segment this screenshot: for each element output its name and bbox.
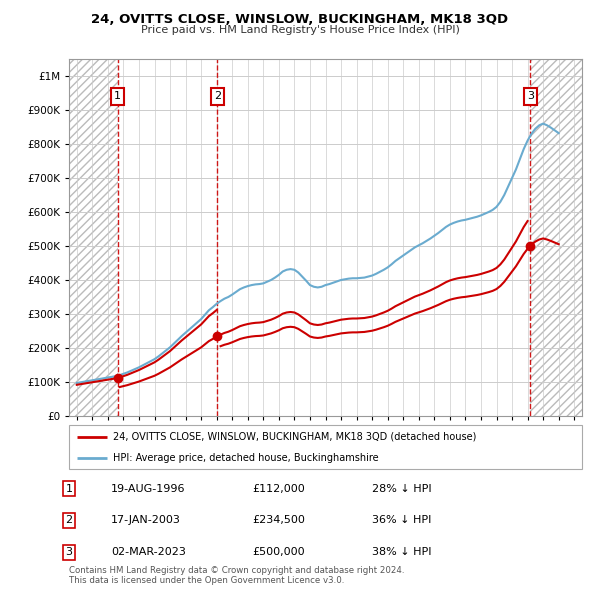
Text: £234,500: £234,500 xyxy=(252,516,305,525)
Text: 2: 2 xyxy=(214,91,221,101)
Text: Contains HM Land Registry data © Crown copyright and database right 2024.: Contains HM Land Registry data © Crown c… xyxy=(69,566,404,575)
Text: £112,000: £112,000 xyxy=(252,484,305,493)
Text: 1: 1 xyxy=(114,91,121,101)
Text: 36% ↓ HPI: 36% ↓ HPI xyxy=(372,516,431,525)
Text: 17-JAN-2003: 17-JAN-2003 xyxy=(111,516,181,525)
Text: 19-AUG-1996: 19-AUG-1996 xyxy=(111,484,185,493)
Text: Price paid vs. HM Land Registry's House Price Index (HPI): Price paid vs. HM Land Registry's House … xyxy=(140,25,460,35)
Text: 3: 3 xyxy=(527,91,534,101)
Text: 02-MAR-2023: 02-MAR-2023 xyxy=(111,548,186,557)
Text: 24, OVITTS CLOSE, WINSLOW, BUCKINGHAM, MK18 3QD: 24, OVITTS CLOSE, WINSLOW, BUCKINGHAM, M… xyxy=(91,13,509,26)
Text: 38% ↓ HPI: 38% ↓ HPI xyxy=(372,548,431,557)
Text: 2: 2 xyxy=(65,516,73,525)
Text: 24, OVITTS CLOSE, WINSLOW, BUCKINGHAM, MK18 3QD (detached house): 24, OVITTS CLOSE, WINSLOW, BUCKINGHAM, M… xyxy=(113,432,476,442)
Text: 1: 1 xyxy=(65,484,73,493)
Text: 3: 3 xyxy=(65,548,73,557)
Text: 28% ↓ HPI: 28% ↓ HPI xyxy=(372,484,431,493)
Text: This data is licensed under the Open Government Licence v3.0.: This data is licensed under the Open Gov… xyxy=(69,576,344,585)
Bar xyxy=(530,59,582,416)
Bar xyxy=(69,59,118,416)
Text: HPI: Average price, detached house, Buckinghamshire: HPI: Average price, detached house, Buck… xyxy=(113,453,378,463)
Text: £500,000: £500,000 xyxy=(252,548,305,557)
FancyBboxPatch shape xyxy=(69,425,582,469)
